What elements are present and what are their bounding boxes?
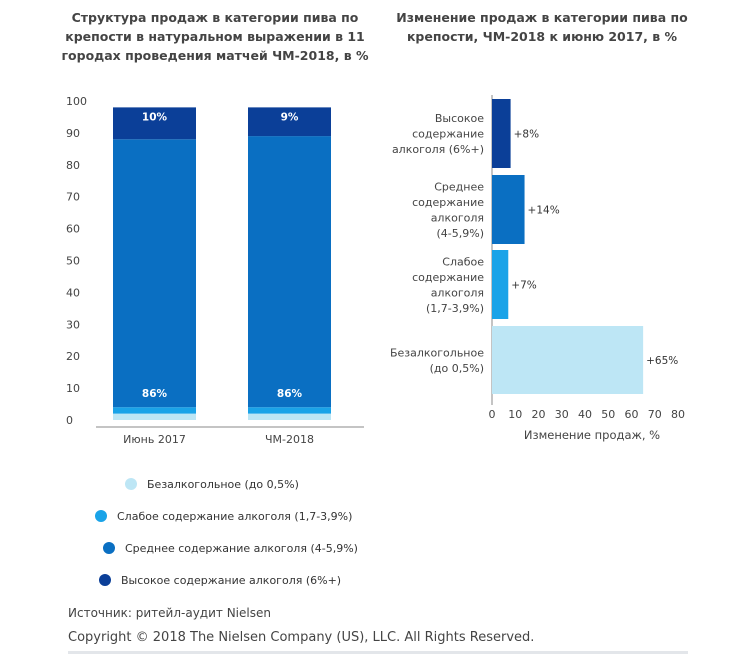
legend-label: Высокое содержание алкоголя (6%+) [121,573,342,587]
right-chart-title: Изменение продаж в категории пива по кре… [396,10,688,44]
category-label-line: Высокое [435,112,484,125]
stacked-bar-segment [248,413,331,420]
bar-data-label: 86% [142,388,168,400]
category-label-line: (1,7-3,9%) [426,302,484,315]
x-category-label: Июнь 2017 [123,433,186,446]
y-tick-label: 70 [66,191,80,204]
bar-value-label: +14% [528,205,560,217]
x-category-label: ЧМ-2018 [265,433,314,446]
legend-item: Высокое содержание алкоголя (6%+) [95,564,358,596]
category-label-line: Среднее [434,180,484,193]
footer-divider [68,651,688,654]
category-label-line: содержание [412,271,484,284]
legend-swatch-icon [103,542,115,554]
copyright-note: Copyright © 2018 The Nielsen Company (US… [68,630,535,645]
legend-item: Среднее содержание алкоголя (4-5,9%) [95,532,358,564]
legend-swatch-icon [95,510,107,522]
stacked-bar-segment [248,136,331,408]
y-tick-label: 100 [66,95,87,108]
bar-value-label: +8% [514,129,539,141]
legend: Безалкогольное (до 0,5%) Слабое содержани… [95,468,358,596]
category-label-line: Безалкогольное [390,346,484,359]
x-tick-label: 40 [578,408,592,421]
category-label-line: Слабое [442,255,484,268]
category-label-line: содержание [412,128,484,141]
x-tick-label: 80 [671,408,685,421]
bar-value-label: +65% [646,355,678,367]
x-tick-label: 10 [508,408,522,421]
x-tick-label: 0 [489,408,496,421]
legend-label: Слабое содержание алкоголя (1,7-3,9%) [117,509,353,523]
category-label-line: (4-5,9%) [437,227,485,240]
horizontal-bar [492,250,509,319]
y-tick-label: 30 [66,318,80,331]
stacked-bar-segment [113,139,196,408]
horizontal-bar [492,99,511,168]
legend-item: Слабое содержание алкоголя (1,7-3,9%) [95,500,358,532]
y-tick-label: 40 [66,286,80,299]
source-note: Источник: ритейл-аудит Nielsen [68,606,271,620]
bar-data-label: 10% [142,111,168,123]
x-axis-title: Изменение продаж, % [524,428,660,442]
stacked-bar-segment [248,407,331,414]
category-label-line: (до 0,5%) [430,362,484,375]
horizontal-bar [492,175,525,244]
legend-swatch-icon [99,574,111,586]
left-chart-title: Структура продаж в категории пива по кре… [61,10,369,63]
x-tick-label: 70 [648,408,662,421]
legend-swatch-icon [125,478,137,490]
stacked-bar-segment [248,107,331,137]
y-tick-label: 10 [66,382,80,395]
category-label-line: алкоголя [431,211,484,224]
category-label-line: алкоголя [431,286,484,299]
y-tick-label: 0 [66,414,73,427]
legend-label: Среднее содержание алкоголя (4-5,9%) [125,541,358,555]
bar-data-label: 86% [277,388,303,400]
category-label-line: алкоголя (6%+) [392,143,484,156]
bar-value-label: +7% [511,280,536,292]
stacked-bar-segment [113,107,196,140]
x-tick-label: 30 [555,408,569,421]
x-tick-label: 50 [601,408,615,421]
y-tick-label: 90 [66,127,80,140]
x-tick-label: 20 [532,408,546,421]
y-tick-label: 50 [66,255,80,268]
y-tick-label: 20 [66,350,80,363]
stacked-bar-segment [113,413,196,420]
y-tick-label: 80 [66,159,80,172]
y-tick-label: 60 [66,223,80,236]
stacked-bar-segment [113,407,196,414]
horizontal-bar [492,326,644,394]
category-label-line: содержание [412,196,484,209]
legend-label: Безалкогольное (до 0,5%) [147,477,299,491]
x-tick-label: 60 [625,408,639,421]
bar-data-label: 9% [281,111,299,123]
legend-item: Безалкогольное (до 0,5%) [95,468,358,500]
